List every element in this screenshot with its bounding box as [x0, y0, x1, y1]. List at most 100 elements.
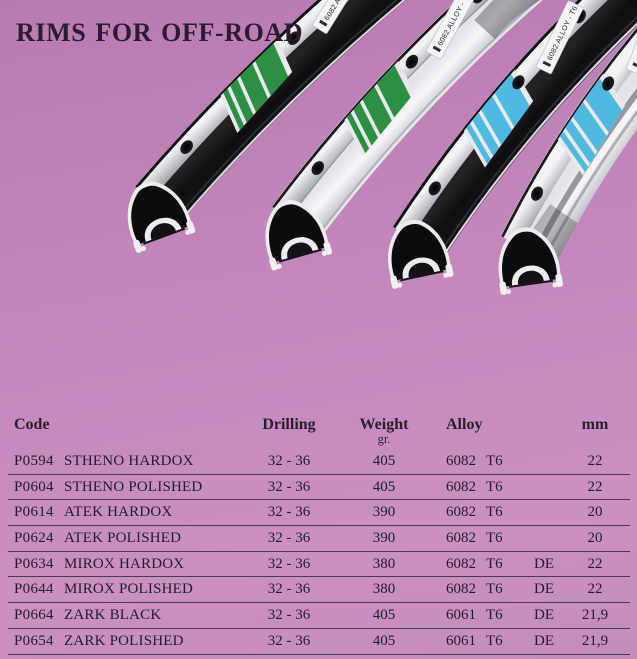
spoke-hole [531, 186, 544, 201]
cell-mm: 20 [587, 504, 603, 521]
cell-alloy-temper: T6 [486, 529, 503, 546]
spoke-hole [428, 181, 441, 196]
table-row: P0604 STHENO POLISHED 32 - 36 405 6082 T… [8, 475, 630, 501]
header-weight: Weight gr. [344, 416, 424, 446]
cell-weight: 405 [372, 632, 396, 649]
cell-alloy-temper: T6 [486, 452, 503, 469]
cell-alloy: 6061 T6 [424, 633, 524, 650]
cell-name: ATEK POLISHED [64, 529, 182, 546]
cell-drilling: 32 - 36 [267, 632, 311, 649]
cell-drilling: 32 - 36 [267, 555, 311, 572]
cell-code: P0594 [14, 452, 54, 469]
cell-alloy-temper: T6 [486, 581, 503, 598]
cell-weight: 380 [372, 581, 396, 598]
cell-alloy: 6082 T6 [424, 479, 524, 496]
cell-alloy-number: 6082 [446, 504, 476, 521]
cell-drilling: 32 - 36 [267, 504, 311, 521]
cell-alloy: 6082 T6 [424, 581, 524, 598]
cell-alloy: 6082 T6 [424, 504, 524, 521]
cell-alloy-number: 6082 [446, 452, 476, 469]
cell-weight: 380 [372, 555, 396, 572]
cell-code: P0644 [14, 581, 54, 598]
rims-photo: 6082 ALLOY - T6 [115, 0, 637, 296]
spoke-hole [311, 161, 325, 175]
cell-alloy-number: 6082 [446, 555, 476, 572]
cell-drilling: 32 - 36 [267, 529, 311, 546]
cell-de: DE [534, 606, 554, 623]
spoke-hole [180, 140, 193, 154]
cell-code: P0614 [14, 504, 54, 521]
cell-code: P0624 [14, 529, 54, 546]
cell-de: DE [534, 555, 554, 572]
cell-alloy: 6082 T6 [424, 556, 524, 573]
cell-name: STHENO HARDOX [64, 452, 194, 469]
cell-de: DE [534, 632, 554, 649]
cell-alloy-number: 6061 [446, 606, 476, 623]
cell-name: ATEK HARDOX [64, 504, 173, 521]
table-row: P0614 ATEK HARDOX 32 - 36 390 6082 T6 20 [8, 500, 630, 527]
cell-name: MIROX POLISHED [64, 581, 194, 598]
cell-alloy-temper: T6 [486, 504, 503, 521]
cell-de: DE [534, 581, 554, 598]
cell-code: P0664 [14, 606, 54, 623]
cell-weight: 390 [372, 529, 396, 546]
cell-alloy: 6082 T6 [424, 453, 524, 470]
table-row: P0644 MIROX POLISHED 32 - 36 380 6082 T6… [8, 577, 630, 604]
cell-alloy-temper: T6 [486, 632, 503, 649]
table-header: Code Drilling Weight gr. Alloy mm [8, 408, 630, 446]
rim-3-black-blue: 6082 ALLOY - T6 [379, 0, 637, 290]
header-mm: mm [581, 416, 609, 433]
table-row: P0654 ZARK POLISHED 32 - 36 405 6061 T6 … [8, 629, 630, 655]
table-row: P0664 ZARK BLACK 32 - 36 405 6061 T6 DE … [8, 603, 630, 629]
cell-name: ZARK BLACK [64, 606, 162, 623]
cell-name: STHENO POLISHED [64, 478, 203, 495]
cell-mm: 22 [587, 452, 603, 469]
header-drilling: Drilling [262, 416, 316, 433]
cell-code: P0604 [14, 478, 54, 495]
cell-name: MIROX HARDOX [64, 555, 185, 572]
header-alloy: Alloy [446, 416, 483, 433]
cell-drilling: 32 - 36 [267, 478, 311, 495]
cell-alloy: 6082 T6 [424, 530, 524, 547]
spoke-hole [287, 31, 301, 45]
cell-weight: 405 [372, 478, 396, 495]
cell-alloy-number: 6082 [446, 581, 476, 598]
page-title: RIMS FOR OFF-ROAD [16, 18, 304, 47]
header-weight-unit: gr. [377, 432, 391, 446]
rims-table: Code Drilling Weight gr. Alloy mm P0594 … [8, 408, 630, 655]
header-de [524, 416, 564, 446]
cell-alloy-number: 6061 [446, 632, 476, 649]
table-body: P0594 STHENO HARDOX 32 - 36 405 6082 T6 … [8, 449, 630, 655]
cell-mm: 21,9 [581, 606, 609, 623]
cell-weight: 390 [372, 504, 396, 521]
rim-1-black-green: 6082 ALLOY - T6 [115, 0, 445, 254]
cell-weight: 405 [372, 606, 396, 623]
spoke-hole [602, 76, 615, 91]
cell-name: ZARK POLISHED [64, 632, 184, 649]
cell-alloy-number: 6082 [446, 478, 476, 495]
cell-drilling: 32 - 36 [267, 452, 311, 469]
header-weight-label: Weight [359, 416, 409, 433]
spoke-hole [512, 75, 525, 90]
rim-2-polished-green: 6082 ALLOY - T6 [254, 0, 548, 272]
cell-alloy-temper: T6 [486, 555, 503, 572]
cell-mm: 22 [587, 478, 603, 495]
cell-mm: 20 [587, 529, 603, 546]
cell-alloy-temper: T6 [486, 606, 503, 623]
cell-alloy-temper: T6 [486, 478, 503, 495]
table-row: P0594 STHENO HARDOX 32 - 36 405 6082 T6 … [8, 449, 630, 475]
spoke-hole [405, 54, 419, 69]
table-row: P0624 ATEK POLISHED 32 - 36 390 6082 T6 … [8, 526, 630, 552]
cell-mm: 22 [587, 555, 603, 572]
cell-weight: 405 [372, 452, 396, 469]
cell-drilling: 32 - 36 [267, 581, 311, 598]
cell-code: P0634 [14, 555, 54, 572]
cell-mm: 21,9 [581, 632, 609, 649]
header-code: Code [14, 416, 50, 433]
table-row: P0634 MIROX HARDOX 32 - 36 380 6082 T6 D… [8, 552, 630, 578]
cell-drilling: 32 - 36 [267, 606, 311, 623]
cell-alloy: 6061 T6 [424, 607, 524, 624]
cell-mm: 22 [587, 581, 603, 598]
cell-code: P0654 [14, 632, 54, 649]
